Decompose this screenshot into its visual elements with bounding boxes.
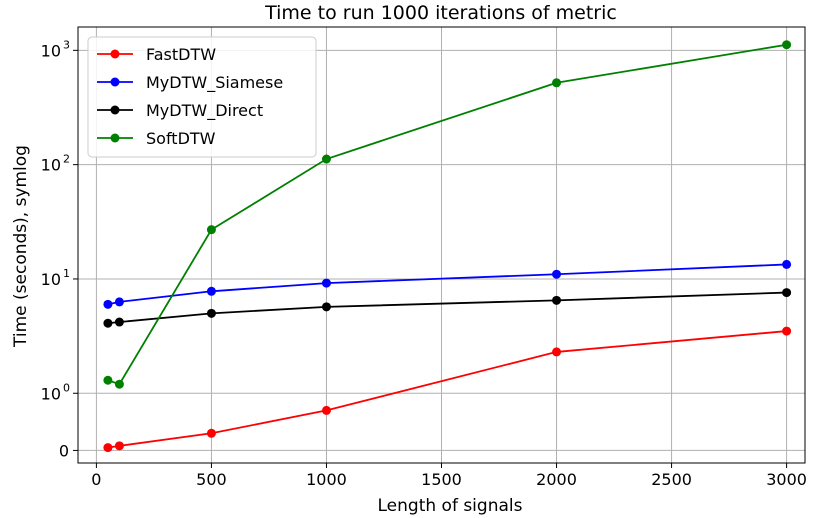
data-point-mydtw-siamese: [782, 260, 791, 269]
data-point-fastdtw: [322, 406, 331, 415]
legend-marker-fastdtw: [111, 50, 120, 59]
x-tick-label: 2000: [536, 470, 577, 489]
y-tick-label: 10: [41, 41, 61, 60]
y-tick-exponent: 2: [63, 153, 70, 166]
data-point-mydtw-direct: [103, 319, 112, 328]
data-point-fastdtw: [115, 441, 124, 450]
data-point-mydtw-direct: [322, 302, 331, 311]
data-point-softdtw: [115, 380, 124, 389]
legend-marker-softdtw: [111, 134, 120, 143]
data-point-mydtw-direct: [115, 318, 124, 327]
data-point-softdtw: [103, 376, 112, 385]
data-point-mydtw-direct: [782, 288, 791, 297]
y-tick-label: 10: [41, 384, 61, 403]
legend-label-mydtw-direct: MyDTW_Direct: [146, 101, 263, 121]
series-line-mydtw-siamese: [108, 264, 787, 304]
y-axis-label: Time (seconds), symlog: [11, 145, 31, 348]
data-point-mydtw-siamese: [322, 279, 331, 288]
legend-marker-mydtw-direct: [111, 106, 120, 115]
y-tick-label: 0: [59, 441, 69, 460]
x-tick-label: 0: [91, 470, 101, 489]
legend-marker-mydtw-siamese: [111, 78, 120, 87]
x-tick-label: 500: [196, 470, 227, 489]
chart-title: Time to run 1000 iterations of metric: [264, 2, 617, 24]
x-axis-label: Length of signals: [378, 496, 523, 516]
data-point-softdtw: [207, 225, 216, 234]
y-tick-label: 10: [41, 270, 61, 289]
legend-label-mydtw-siamese: MyDTW_Siamese: [146, 73, 283, 93]
y-tick-exponent: 1: [63, 267, 70, 280]
y-tick-exponent: 3: [63, 38, 70, 51]
data-point-softdtw: [782, 40, 791, 49]
data-point-softdtw: [322, 155, 331, 164]
x-tick-label: 1000: [306, 470, 347, 489]
data-point-fastdtw: [207, 429, 216, 438]
y-tick-exponent: 0: [63, 381, 70, 394]
legend-label-softdtw: SoftDTW: [146, 129, 216, 148]
data-point-mydtw-siamese: [115, 297, 124, 306]
data-point-mydtw-siamese: [103, 300, 112, 309]
x-tick-label: 2500: [651, 470, 692, 489]
data-point-mydtw-siamese: [207, 287, 216, 296]
legend-label-fastdtw: FastDTW: [146, 45, 216, 64]
data-point-mydtw-direct: [207, 309, 216, 318]
data-point-softdtw: [552, 78, 561, 87]
y-tick-label: 10: [41, 156, 61, 175]
data-point-fastdtw: [103, 443, 112, 452]
legend: FastDTW MyDTW_Siamese MyDTW_Direct SoftDTW: [88, 37, 316, 157]
data-point-fastdtw: [552, 347, 561, 356]
x-tick-label: 1500: [421, 470, 462, 489]
series-line-mydtw-direct: [108, 293, 787, 324]
data-point-mydtw-direct: [552, 296, 561, 305]
data-point-mydtw-siamese: [552, 270, 561, 279]
data-point-fastdtw: [782, 327, 791, 336]
x-axis: 0 500 1000 1500 2000 2500 3000: [91, 463, 807, 489]
x-tick-label: 3000: [766, 470, 807, 489]
